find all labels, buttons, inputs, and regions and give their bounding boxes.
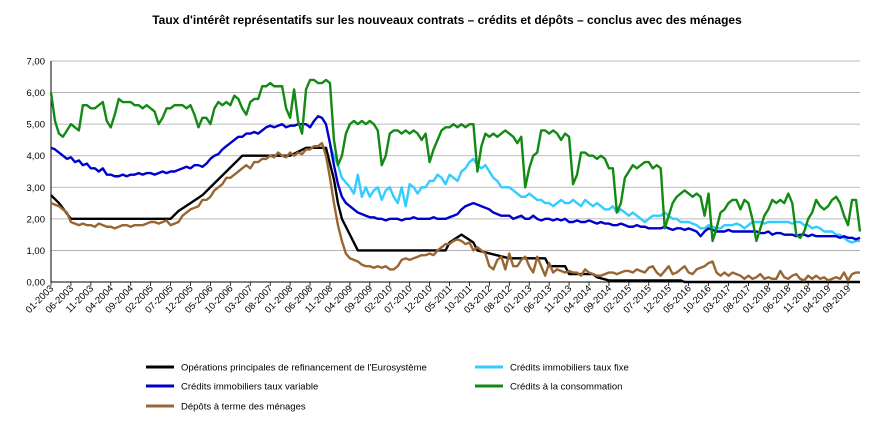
y-tick-label: 3,00: [27, 183, 46, 194]
y-tick-label: 6,00: [27, 88, 46, 99]
series-line: [50, 141, 860, 282]
y-tick-label: 1,00: [27, 246, 46, 257]
y-tick-label: 2,00: [27, 214, 46, 225]
axes: 0,001,002,003,004,005,006,007,0001-20030…: [24, 57, 853, 316]
legend-label: Opérations principales de refinancement …: [181, 363, 427, 374]
series-line: [328, 145, 860, 244]
chart-title: Taux d'intérêt représentatifs sur les no…: [152, 13, 742, 27]
series-line: [50, 146, 860, 284]
series-line: [50, 115, 861, 241]
legend-label: Dépôts à terme des ménages: [181, 402, 306, 413]
legend-label: Crédits immobiliers taux variable: [181, 382, 318, 393]
y-tick-label: 5,00: [27, 120, 46, 131]
legend: Opérations principales de refinancement …: [146, 363, 629, 413]
y-tick-label: 0,00: [27, 278, 46, 289]
y-tick-label: 7,00: [27, 57, 46, 68]
series-lines: [49, 78, 862, 284]
legend-label: Crédits à la consommation: [510, 382, 622, 393]
y-tick-label: 4,00: [27, 151, 46, 162]
series-line: [49, 78, 862, 243]
legend-label: Crédits immobiliers taux fixe: [510, 363, 629, 374]
